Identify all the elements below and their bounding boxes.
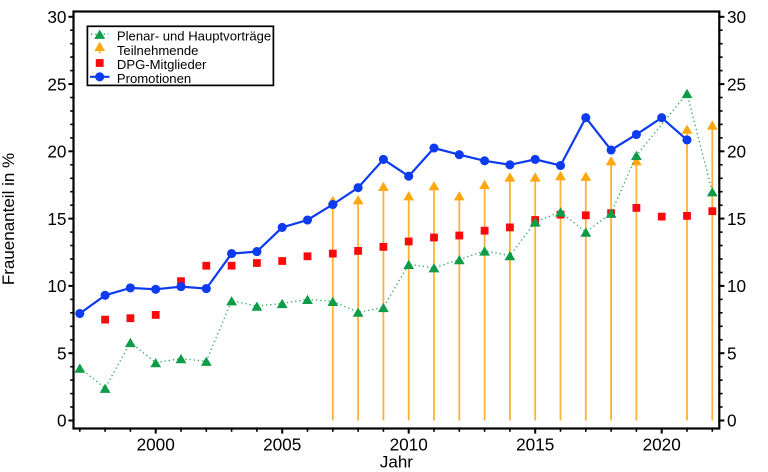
svg-text:20: 20 — [47, 142, 66, 162]
svg-text:5: 5 — [57, 343, 67, 363]
svg-text:2000: 2000 — [137, 435, 175, 455]
svg-text:15: 15 — [727, 209, 746, 229]
svg-text:30: 30 — [727, 7, 746, 27]
svg-text:Jahr: Jahr — [380, 453, 413, 472]
svg-text:0: 0 — [727, 411, 737, 431]
svg-text:Plenar- und Hauptvorträge: Plenar- und Hauptvorträge — [117, 29, 271, 44]
svg-text:2010: 2010 — [390, 435, 428, 455]
svg-text:10: 10 — [47, 276, 66, 296]
svg-text:5: 5 — [727, 343, 737, 363]
svg-text:0: 0 — [57, 411, 67, 431]
svg-text:30: 30 — [47, 7, 66, 27]
svg-text:Teilnehmende: Teilnehmende — [117, 43, 199, 58]
svg-text:DPG-Mitglieder: DPG-Mitglieder — [117, 57, 207, 72]
svg-text:Frauenanteil in %: Frauenanteil in % — [0, 153, 18, 285]
svg-text:15: 15 — [47, 209, 66, 229]
svg-text:Promotionen: Promotionen — [117, 71, 191, 86]
svg-text:20: 20 — [727, 142, 746, 162]
svg-text:2020: 2020 — [643, 435, 681, 455]
svg-text:10: 10 — [727, 276, 746, 296]
svg-text:2005: 2005 — [263, 435, 301, 455]
svg-text:25: 25 — [727, 74, 746, 94]
svg-text:25: 25 — [47, 74, 66, 94]
svg-text:2015: 2015 — [516, 435, 554, 455]
